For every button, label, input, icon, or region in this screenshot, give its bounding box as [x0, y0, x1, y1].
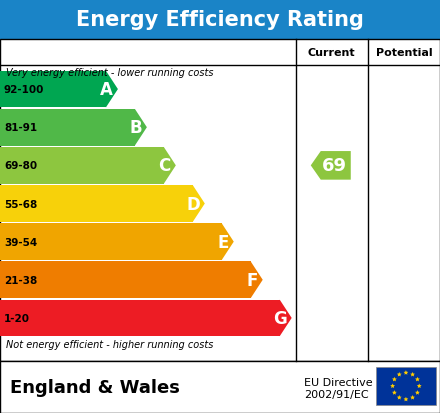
- Text: A: A: [100, 81, 113, 99]
- Polygon shape: [390, 384, 395, 388]
- Bar: [0, 148, 164, 184]
- Bar: [0, 300, 280, 337]
- Polygon shape: [311, 152, 351, 180]
- Bar: [0, 0, 440, 40]
- Polygon shape: [392, 377, 397, 382]
- Bar: [376, 367, 436, 405]
- Text: E: E: [217, 233, 229, 251]
- Polygon shape: [251, 262, 263, 298]
- Text: Very energy efficient - lower running costs: Very energy efficient - lower running co…: [6, 68, 213, 78]
- Text: 2002/91/EC: 2002/91/EC: [304, 389, 368, 399]
- Text: Not energy efficient - higher running costs: Not energy efficient - higher running co…: [6, 339, 213, 349]
- Text: Current: Current: [308, 48, 356, 58]
- Text: F: F: [246, 271, 258, 289]
- Text: Energy Efficiency Rating: Energy Efficiency Rating: [76, 10, 364, 30]
- Polygon shape: [415, 390, 420, 395]
- Text: EU Directive: EU Directive: [304, 377, 372, 387]
- Text: D: D: [186, 195, 200, 213]
- Polygon shape: [392, 390, 397, 395]
- Polygon shape: [164, 148, 176, 184]
- Text: 1-20: 1-20: [4, 313, 30, 323]
- Text: G: G: [273, 309, 287, 327]
- Text: B: B: [129, 119, 142, 137]
- Text: 39-54: 39-54: [4, 237, 37, 247]
- Text: England & Wales: England & Wales: [10, 378, 180, 396]
- Bar: [0, 262, 251, 298]
- Polygon shape: [106, 71, 118, 108]
- Text: 92-100: 92-100: [4, 85, 44, 95]
- Text: 21-38: 21-38: [4, 275, 37, 285]
- Polygon shape: [193, 186, 205, 222]
- Text: Potential: Potential: [376, 48, 432, 58]
- Polygon shape: [280, 300, 292, 337]
- Polygon shape: [403, 370, 408, 375]
- Polygon shape: [222, 224, 234, 260]
- Bar: [0, 186, 193, 222]
- Bar: [0, 224, 222, 260]
- Text: 69-80: 69-80: [4, 161, 37, 171]
- Text: C: C: [158, 157, 171, 175]
- Text: 81-91: 81-91: [4, 123, 37, 133]
- Text: 69: 69: [322, 157, 347, 175]
- Bar: [0, 109, 135, 146]
- Bar: [0, 361, 440, 413]
- Polygon shape: [410, 372, 415, 377]
- Polygon shape: [410, 395, 415, 399]
- Polygon shape: [135, 109, 147, 146]
- Polygon shape: [397, 372, 402, 377]
- Bar: [0, 40, 440, 361]
- Polygon shape: [417, 384, 422, 388]
- Polygon shape: [397, 395, 402, 399]
- Bar: [0, 71, 106, 108]
- Polygon shape: [403, 397, 408, 401]
- Polygon shape: [415, 377, 420, 382]
- Text: 55-68: 55-68: [4, 199, 37, 209]
